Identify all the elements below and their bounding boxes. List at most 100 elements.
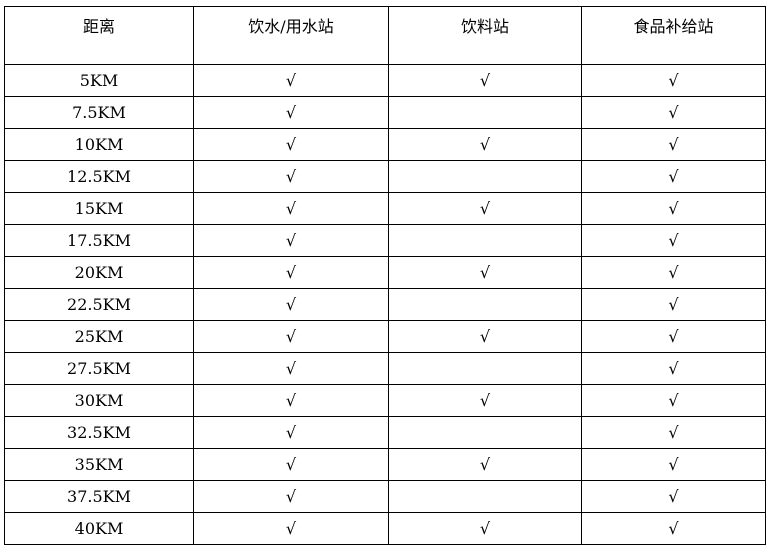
header-distance: 距离 xyxy=(4,6,194,65)
distance-cell: 15KM xyxy=(4,192,194,225)
check-mark-icon: √ xyxy=(285,359,297,378)
check-mark-icon: √ xyxy=(285,295,297,314)
table-row: 27.5KM √ √ xyxy=(4,352,766,385)
distance-cell: 22.5KM xyxy=(4,288,194,321)
food-cell: √ xyxy=(581,320,766,353)
check-mark-icon: √ xyxy=(285,487,297,506)
drink-cell xyxy=(388,480,582,513)
water-cell: √ xyxy=(193,224,389,257)
distance-cell: 25KM xyxy=(4,320,194,353)
drink-cell: √ xyxy=(388,256,582,289)
water-cell: √ xyxy=(193,96,389,129)
check-mark-icon: √ xyxy=(668,423,679,442)
drink-cell: √ xyxy=(388,64,582,97)
drink-cell xyxy=(388,96,582,129)
water-cell: √ xyxy=(193,384,389,417)
check-mark-icon: √ xyxy=(668,455,679,474)
drink-cell: √ xyxy=(388,128,582,161)
table-row: 25KM √ √ √ xyxy=(4,320,766,353)
distance-cell: 20KM xyxy=(4,256,194,289)
water-cell: √ xyxy=(193,480,389,513)
check-mark-icon: √ xyxy=(285,103,297,122)
table-row: 17.5KM √ √ xyxy=(4,224,766,257)
header-food-station: 食品补给站 xyxy=(581,6,766,65)
table-row: 22.5KM √ √ xyxy=(4,288,766,321)
food-cell: √ xyxy=(581,64,766,97)
check-mark-icon: √ xyxy=(285,519,297,538)
food-cell: √ xyxy=(581,288,766,321)
distance-cell: 35KM xyxy=(4,448,194,481)
check-mark-icon: √ xyxy=(668,231,679,250)
distance-cell: 32.5KM xyxy=(4,416,194,449)
water-cell: √ xyxy=(193,160,389,193)
drink-cell xyxy=(388,352,582,385)
distance-cell: 5KM xyxy=(4,64,194,97)
table-row: 40KM √ √ √ xyxy=(4,512,766,545)
check-mark-icon: √ xyxy=(285,199,297,218)
drink-cell xyxy=(388,416,582,449)
supply-station-table: 距离 饮水/用水站 饮料站 食品补给站 5KM √ √ √ 7.5KM √ √ 10KM √ √ √… xyxy=(4,6,766,545)
check-mark-icon: √ xyxy=(668,487,679,506)
table-row: 10KM √ √ √ xyxy=(4,128,766,161)
check-mark-icon: √ xyxy=(668,263,679,282)
check-mark-icon: √ xyxy=(285,263,297,282)
drink-cell xyxy=(388,288,582,321)
water-cell: √ xyxy=(193,352,389,385)
water-cell: √ xyxy=(193,64,389,97)
table-row: 7.5KM √ √ xyxy=(4,96,766,129)
water-cell: √ xyxy=(193,256,389,289)
table-row: 32.5KM √ √ xyxy=(4,416,766,449)
table-row: 15KM √ √ √ xyxy=(4,192,766,225)
drink-cell: √ xyxy=(388,320,582,353)
food-cell: √ xyxy=(581,448,766,481)
distance-cell: 7.5KM xyxy=(4,96,194,129)
check-mark-icon: √ xyxy=(479,391,491,410)
food-cell: √ xyxy=(581,192,766,225)
check-mark-icon: √ xyxy=(285,391,297,410)
distance-cell: 17.5KM xyxy=(4,224,194,257)
check-mark-icon: √ xyxy=(668,167,679,186)
food-cell: √ xyxy=(581,96,766,129)
header-water-station: 饮水/用水站 xyxy=(193,6,389,65)
food-cell: √ xyxy=(581,160,766,193)
check-mark-icon: √ xyxy=(668,295,679,314)
check-mark-icon: √ xyxy=(479,327,491,346)
distance-cell: 40KM xyxy=(4,512,194,545)
check-mark-icon: √ xyxy=(285,167,297,186)
food-cell: √ xyxy=(581,256,766,289)
table-row: 12.5KM √ √ xyxy=(4,160,766,193)
check-mark-icon: √ xyxy=(668,391,679,410)
check-mark-icon: √ xyxy=(668,135,679,154)
check-mark-icon: √ xyxy=(285,327,297,346)
check-mark-icon: √ xyxy=(668,359,679,378)
table-row: 5KM √ √ √ xyxy=(4,64,766,97)
distance-cell: 12.5KM xyxy=(4,160,194,193)
check-mark-icon: √ xyxy=(479,519,491,538)
drink-cell: √ xyxy=(388,384,582,417)
check-mark-icon: √ xyxy=(668,71,679,90)
check-mark-icon: √ xyxy=(285,455,297,474)
check-mark-icon: √ xyxy=(479,135,491,154)
food-cell: √ xyxy=(581,512,766,545)
header-row: 距离 饮水/用水站 饮料站 食品补给站 xyxy=(4,6,766,65)
food-cell: √ xyxy=(581,480,766,513)
food-cell: √ xyxy=(581,384,766,417)
header-drink-station: 饮料站 xyxy=(388,6,582,65)
check-mark-icon: √ xyxy=(285,135,297,154)
distance-cell: 30KM xyxy=(4,384,194,417)
drink-cell xyxy=(388,224,582,257)
water-cell: √ xyxy=(193,288,389,321)
food-cell: √ xyxy=(581,352,766,385)
food-cell: √ xyxy=(581,224,766,257)
water-cell: √ xyxy=(193,448,389,481)
drink-cell: √ xyxy=(388,192,582,225)
water-cell: √ xyxy=(193,416,389,449)
table-row: 30KM √ √ √ xyxy=(4,384,766,417)
table-row: 37.5KM √ √ xyxy=(4,480,766,513)
distance-cell: 10KM xyxy=(4,128,194,161)
check-mark-icon: √ xyxy=(668,519,679,538)
check-mark-icon: √ xyxy=(285,423,297,442)
check-mark-icon: √ xyxy=(479,71,491,90)
check-mark-icon: √ xyxy=(668,103,679,122)
check-mark-icon: √ xyxy=(479,263,491,282)
